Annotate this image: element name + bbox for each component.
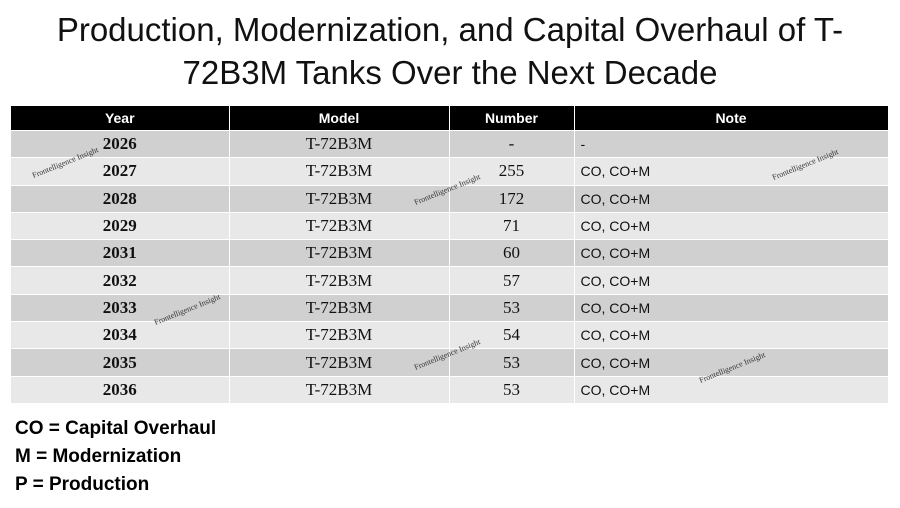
table-row: 2029 T-72B3M 71 CO, CO+M: [11, 211, 889, 240]
table-row: 2033 T-72B3M 53 CO, CO+M: [11, 293, 889, 322]
cell: 2034: [11, 321, 230, 349]
title: Production, Modernization, and Capital O…: [56, 11, 844, 91]
table-row: 2036 T-72B3M 53 CO, CO+M: [11, 375, 889, 403]
cell: 2035: [11, 348, 230, 377]
column-header: Model: [229, 106, 450, 131]
table-row: 2026 T-72B3M - -: [11, 129, 889, 158]
cell: 2031: [11, 239, 230, 267]
table-row: 2034 T-72B3M 54 CO, CO+M: [11, 321, 889, 349]
cell: CO, CO+M: [574, 348, 889, 377]
cell: 2026: [11, 129, 230, 158]
column-header: Note: [574, 106, 889, 131]
cell: 60: [449, 239, 575, 267]
table: Year Model Number Note 2026 T-72B3M - -2027 T-7…: [11, 106, 889, 403]
table-row: 2032 T-72B3M 57 CO, CO+M: [11, 266, 889, 295]
table-row: 2031 T-72B3M 60 CO, CO+M: [11, 239, 889, 267]
cell: T-72B3M: [229, 129, 450, 158]
cell: 53: [449, 293, 575, 322]
table-row: 2035 T-72B3M 53 CO, CO+M: [11, 348, 889, 377]
cell: CO, CO+M: [574, 375, 889, 403]
cell: -: [449, 129, 575, 158]
cell: T-72B3M: [229, 375, 450, 403]
cell: CO, CO+M: [574, 157, 889, 186]
cell: CO, CO+M: [574, 211, 889, 240]
cell: 172: [449, 184, 575, 213]
cell: 2028: [11, 184, 230, 213]
cell: 54: [449, 321, 575, 349]
cell: 53: [449, 375, 575, 403]
cell: -: [574, 129, 889, 158]
column-header: Number: [449, 106, 575, 131]
cell: 2029: [11, 211, 230, 240]
cell: 53: [449, 348, 575, 377]
cell: CO, CO+M: [574, 266, 889, 295]
legend-item: CO = Capital Overhaul: [15, 418, 217, 439]
cell: 2033: [11, 293, 230, 322]
cell: T-72B3M: [229, 184, 450, 213]
cell: CO, CO+M: [574, 293, 889, 322]
cell: CO, CO+M: [574, 184, 889, 213]
cell: T-72B3M: [229, 157, 450, 186]
cell: CO, CO+M: [574, 239, 889, 267]
cell: T-72B3M: [229, 211, 450, 240]
cell: 71: [449, 211, 575, 240]
cell: 2027: [11, 157, 230, 186]
cell: T-72B3M: [229, 348, 450, 377]
cell: 57: [449, 266, 575, 295]
table-body: 2026 T-72B3M - -2027 T-72B3M 255 CO, CO+M 2028 T…: [11, 129, 889, 403]
cell: 255: [449, 157, 575, 186]
header-row: Year Model Number Note: [11, 106, 889, 131]
legend-item: M = Modernization: [15, 446, 182, 467]
cell: 2032: [11, 266, 230, 295]
cell: CO, CO+M: [574, 321, 889, 349]
legend-item: P = Production: [15, 474, 150, 495]
table-row: 2028 T-72B3M 172 CO, CO+M: [11, 184, 889, 213]
cell: 2036: [11, 375, 230, 403]
cell: T-72B3M: [229, 239, 450, 267]
table-row: 2027 T-72B3M 255 CO, CO+M: [11, 157, 889, 186]
cell: T-72B3M: [229, 266, 450, 295]
cell: T-72B3M: [229, 321, 450, 349]
cell: T-72B3M: [229, 293, 450, 322]
column-header: Year: [11, 106, 230, 131]
